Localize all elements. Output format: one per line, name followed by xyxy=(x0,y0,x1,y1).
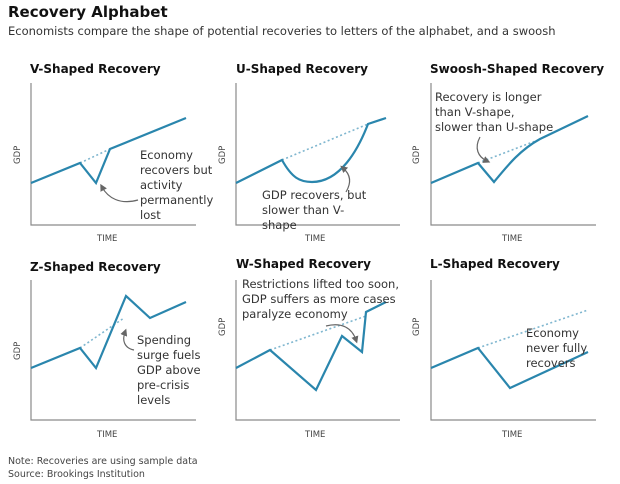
annotation-z: Spending surge fuels GDP above pre-crisi… xyxy=(137,333,201,407)
trend-line-w xyxy=(269,315,367,351)
x-axis-label-z: TIME xyxy=(97,430,118,440)
footer-source: Source: Brookings Institution xyxy=(8,469,145,480)
x-axis-label-v: TIME xyxy=(97,234,118,244)
x-axis-label-swoosh: TIME xyxy=(502,234,523,244)
trend-line-v xyxy=(79,148,111,164)
axes-swoosh xyxy=(430,83,596,226)
panel-title-z: Z-Shaped Recovery xyxy=(30,260,161,274)
y-axis-label-v: GDP xyxy=(13,145,23,164)
trend-line-z xyxy=(79,317,125,349)
gdp-line-z xyxy=(30,294,187,371)
gdp-line-l xyxy=(430,346,589,390)
y-axis-label-swoosh: GDP xyxy=(412,145,422,164)
x-axis-label-l: TIME xyxy=(502,430,523,440)
trend-line-u xyxy=(281,123,369,161)
annotation-w: Restrictions lifted too soon, GDP suffer… xyxy=(242,277,399,321)
graphic-title: Recovery Alphabet xyxy=(8,3,168,21)
trend-line-l xyxy=(477,309,589,349)
annotation-arrow-z xyxy=(120,328,135,351)
axes-w xyxy=(235,280,400,421)
x-axis-label-u: TIME xyxy=(305,234,326,244)
annotation-arrow-swoosh xyxy=(476,136,491,163)
y-axis-label-l: GDP xyxy=(412,317,422,336)
gdp-line-u xyxy=(235,116,387,184)
x-axis-label-w: TIME xyxy=(305,430,326,440)
panel-title-w: W-Shaped Recovery xyxy=(236,257,371,271)
axes-l xyxy=(430,280,596,421)
annotation-arrow-u xyxy=(340,165,351,193)
panel-title-v: V-Shaped Recovery xyxy=(30,62,161,76)
panel-title-u: U-Shaped Recovery xyxy=(236,62,368,76)
gdp-line-w xyxy=(235,301,387,392)
annotation-l: Economy never fully recovers xyxy=(526,326,588,370)
annotation-swoosh: Recovery is longer than V-shape, slower … xyxy=(435,90,554,134)
gdp-line-v xyxy=(30,116,187,186)
panel-title-swoosh: Swoosh-Shaped Recovery xyxy=(430,62,605,76)
panel-title-l: L-Shaped Recovery xyxy=(430,257,560,271)
axes-z xyxy=(30,280,196,421)
annotation-arrow-v xyxy=(100,183,139,203)
annotation-u: GDP recovers, but slower than V-shape xyxy=(262,188,367,232)
gdp-line-swoosh xyxy=(430,115,589,185)
y-axis-label-z: GDP xyxy=(13,341,23,360)
trend-line-swoosh xyxy=(477,139,539,164)
footer-note: Note: Recoveries are using sample data xyxy=(8,456,198,467)
graphic-subtitle: Economists compare the shape of potentia… xyxy=(8,24,556,38)
annotation-arrow-w xyxy=(325,324,359,344)
annotation-v: Economy recovers but activity permanentl… xyxy=(140,148,214,222)
axes-u xyxy=(235,83,400,226)
y-axis-label-w: GDP xyxy=(218,317,228,336)
axes-v xyxy=(30,83,196,226)
y-axis-label-u: GDP xyxy=(218,145,228,164)
